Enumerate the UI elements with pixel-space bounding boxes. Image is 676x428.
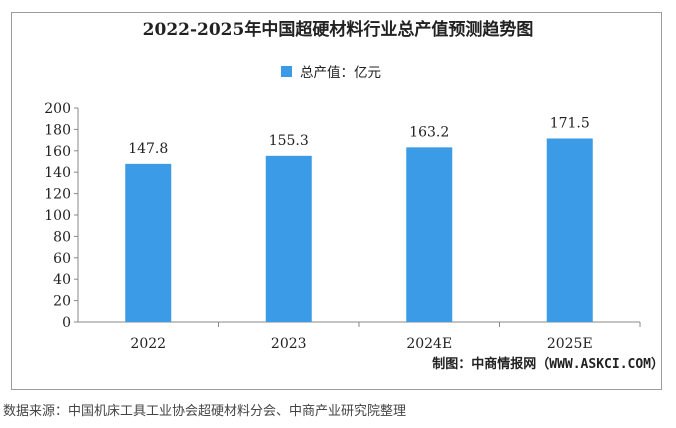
y-tick-label: 80 — [53, 229, 71, 245]
data-label: 171.5 — [550, 115, 590, 131]
x-tick-label: 2025E — [547, 336, 593, 352]
chart-title: 2022-2025年中国超硬材料行业总产值预测趋势图 — [142, 20, 534, 40]
bar — [546, 138, 593, 322]
y-tick-label: 0 — [62, 315, 71, 331]
y-tick-label: 20 — [53, 294, 71, 310]
y-tick-label: 200 — [44, 101, 71, 117]
data-label: 155.3 — [269, 133, 309, 149]
y-tick-label: 40 — [53, 272, 71, 288]
x-tick-label: 2022 — [130, 336, 166, 352]
legend-label: 总产值：亿元 — [300, 65, 381, 81]
x-tick-label: 2024E — [406, 336, 452, 352]
data-label: 147.8 — [128, 141, 168, 157]
y-tick-label: 120 — [44, 187, 71, 203]
chart-credit: 制图：中商情报网（WWW.ASKCI.COM） — [432, 357, 664, 372]
y-tick-label: 100 — [44, 208, 71, 224]
bar — [406, 147, 453, 322]
y-tick-label: 180 — [44, 122, 71, 138]
legend-swatch — [281, 65, 292, 77]
source-note: 数据来源：中国机床工具工业协会超硬材料分会、中商产业研究院整理 — [3, 404, 407, 419]
data-label: 163.2 — [409, 124, 449, 140]
x-tick-label: 2023 — [271, 336, 307, 352]
y-tick-label: 60 — [53, 251, 71, 267]
y-tick-label: 140 — [44, 165, 71, 181]
bar — [265, 155, 312, 322]
bar — [125, 163, 172, 322]
y-tick-label: 160 — [44, 144, 71, 160]
legend: 总产值：亿元 — [281, 62, 381, 81]
